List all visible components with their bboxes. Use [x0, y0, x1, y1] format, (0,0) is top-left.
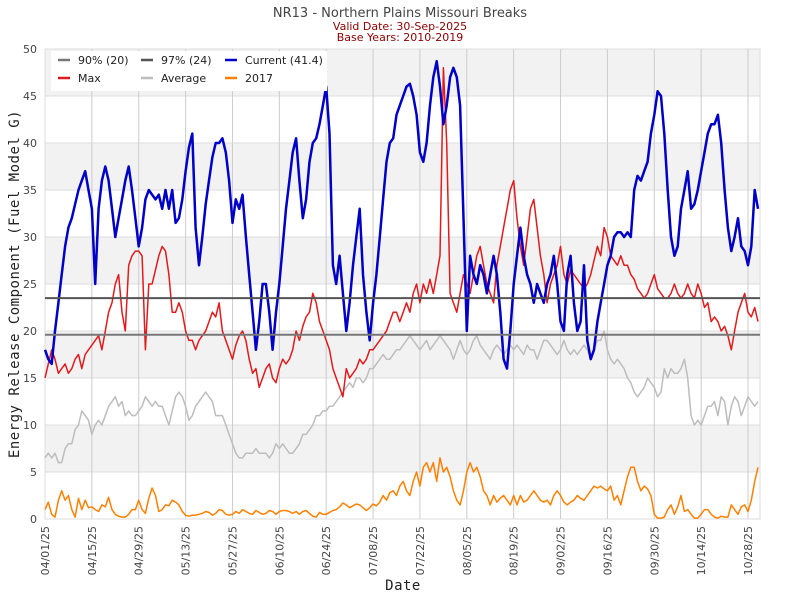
- x-tick-label: 05/27/25: [226, 526, 239, 575]
- series-lines: [43, 59, 760, 519]
- legend-item-p90: 90% (20): [58, 54, 129, 67]
- band-5-10: [45, 425, 760, 472]
- legend-item-max: Max: [58, 72, 101, 85]
- y-tick-label: 15: [23, 372, 37, 385]
- series-line-max: [44, 67, 759, 398]
- x-tick-label: 10/14/25: [695, 526, 708, 575]
- y-axis-label: Energy Release Component (Fuel Model G): [7, 110, 23, 458]
- legend-item-p97: 97% (24): [141, 54, 212, 67]
- chart-subtitle-base-years: Base Years: 2010-2019: [337, 31, 463, 44]
- legend-label-max: Max: [78, 72, 101, 85]
- x-tick-label: 06/10/25: [273, 526, 286, 575]
- x-tick-label: 06/24/25: [320, 526, 333, 575]
- y-tick-label: 20: [23, 325, 37, 338]
- series-line-average: [44, 330, 759, 464]
- legend-item-average: Average: [141, 72, 206, 85]
- legend-label-current: Current (41.4): [245, 54, 323, 67]
- band-35-40: [45, 143, 760, 190]
- x-tick-labels: 04/01/25 04/15/25 04/29/25 05/13/25 05/27/25…: [39, 526, 755, 575]
- legend: 90% (20) 97% (24) Current (41.4) Max Average…: [51, 51, 327, 91]
- reference-lines: [45, 297, 760, 336]
- x-tick-label: 09/02/25: [555, 526, 568, 575]
- x-tick-label: 04/29/25: [133, 526, 146, 575]
- legend-item-y2017: 2017: [225, 72, 273, 85]
- legend-label-y2017: 2017: [245, 72, 273, 85]
- series-line-current: [43, 59, 760, 370]
- y-tick-label: 45: [23, 90, 37, 103]
- y-tick-label: 0: [30, 513, 37, 526]
- x-tick-label: 04/15/25: [86, 526, 99, 575]
- legend-item-current: Current (41.4): [225, 54, 323, 67]
- x-tick-label: 09/16/25: [601, 526, 614, 575]
- legend-box: [51, 51, 327, 91]
- legend-label-average: Average: [161, 72, 206, 85]
- band-25-30: [45, 237, 760, 284]
- band-15-20: [45, 331, 760, 378]
- chart-title: NR13 - Northern Plains Missouri Breaks: [273, 6, 527, 21]
- x-tick-label: 04/01/25: [39, 526, 52, 575]
- x-tick-label: 08/05/25: [461, 526, 474, 575]
- y-tick-label: 30: [23, 231, 37, 244]
- plot-frame: [44, 48, 761, 520]
- y-tick-labels: 0 5 10 15 20 25 30 35 40 45 50: [23, 43, 37, 526]
- x-tick-label: 09/30/25: [648, 526, 661, 575]
- x-tick-label: 07/22/25: [414, 526, 427, 575]
- legend-label-p90: 90% (20): [78, 54, 129, 67]
- x-tick-label: 08/19/25: [508, 526, 521, 575]
- series-line-y2017: [44, 457, 759, 519]
- y-tick-label: 5: [30, 466, 37, 479]
- y-tick-label: 35: [23, 184, 37, 197]
- x-tick-label: 10/28/25: [742, 526, 755, 575]
- legend-label-p97: 97% (24): [161, 54, 212, 67]
- y-tick-label: 50: [23, 43, 37, 56]
- x-axis-label: Date: [385, 578, 421, 594]
- x-tick-label: 05/13/25: [180, 526, 193, 575]
- x-tick-label: 07/08/25: [367, 526, 380, 575]
- y-tick-label: 10: [23, 419, 37, 432]
- y-tick-label: 25: [23, 278, 37, 291]
- y-tick-label: 40: [23, 137, 37, 150]
- chart-subtitle-valid-date: Valid Date: 30-Sep-2025: [333, 20, 467, 33]
